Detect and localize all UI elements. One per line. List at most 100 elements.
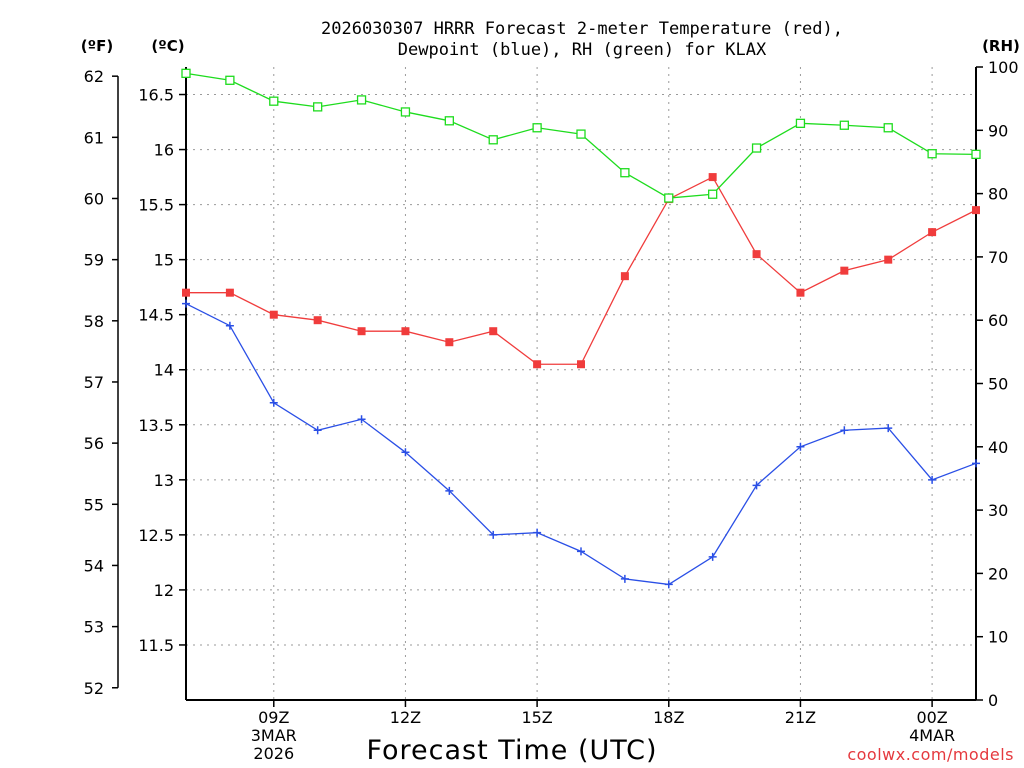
fahrenheit-tick-label: 58 — [84, 312, 104, 331]
rh-point — [269, 96, 279, 106]
axes-layer — [117, 67, 977, 701]
rh-tick-label: 90 — [988, 121, 1008, 140]
rh-tick-label: 60 — [988, 311, 1008, 330]
dewpoint-point — [182, 299, 190, 308]
temperature-point — [796, 288, 805, 297]
temperature-point — [752, 250, 761, 259]
celsius-tick-label: 13.5 — [138, 416, 174, 435]
celsius-tick-label: 14 — [154, 361, 174, 380]
celsius-tick-label: 11.5 — [138, 636, 174, 655]
x-axis-label: Forecast Time (UTC) — [366, 735, 657, 766]
rh-point — [532, 123, 542, 133]
rh-tick-label: 20 — [988, 564, 1008, 583]
x-tick-date: 4MAR — [909, 726, 955, 745]
dewpoint-point — [225, 321, 234, 330]
temperature-point — [533, 360, 542, 369]
rh-point — [576, 129, 586, 139]
dewpoint-point — [972, 459, 980, 468]
celsius-unit-label: (ºC) — [151, 37, 184, 55]
rh-point — [883, 123, 893, 133]
fahrenheit-tick-label: 54 — [84, 556, 104, 575]
rh-tick-label: 50 — [988, 375, 1008, 394]
rh-tick-label: 30 — [988, 501, 1008, 520]
x-tick-label: 21Z — [785, 708, 816, 727]
x-tick-label: 15Z — [521, 708, 552, 727]
x-tick-label: 09Z — [258, 708, 289, 727]
celsius-tick-label: 15.5 — [138, 196, 174, 215]
x-tick-year: 2026 — [253, 744, 294, 763]
celsius-tick-label: 12 — [154, 581, 174, 600]
temperature-point — [357, 327, 366, 336]
temperature-point — [577, 360, 585, 369]
x-tick-label: 00Z — [916, 708, 947, 727]
rh-point — [927, 149, 937, 159]
dewpoint-point — [796, 442, 805, 451]
dewpoint-point — [840, 426, 849, 435]
dewpoint-point — [445, 486, 454, 495]
x-tick-date: 3MAR — [251, 726, 297, 745]
fahrenheit-tick-label: 52 — [84, 679, 104, 698]
credit-text: coolwx.com/models — [847, 745, 1014, 764]
rh-tick-label: 70 — [988, 248, 1008, 267]
temperature-point — [884, 255, 893, 264]
dewpoint-point — [313, 426, 322, 435]
temperature-point — [620, 272, 629, 281]
dewpoint-point — [533, 528, 542, 537]
fahrenheit-tick-label: 53 — [84, 618, 104, 637]
rh-point — [839, 120, 849, 130]
rh-unit-label: (RH) — [982, 37, 1020, 55]
fahrenheit-unit-label: (ºF) — [81, 37, 113, 55]
dewpoint-point — [928, 475, 937, 484]
rh-tick-label: 100 — [988, 58, 1019, 77]
celsius-tick-label: 12.5 — [138, 526, 174, 545]
dewpoint-point — [401, 448, 410, 457]
rh-point — [225, 75, 235, 85]
celsius-tick-label: 14.5 — [138, 306, 174, 325]
temperature-point — [269, 310, 278, 319]
chart-subtitle: Dewpoint (blue), RH (green) for KLAX — [398, 40, 767, 60]
rh-point — [400, 107, 411, 117]
temperature-point — [840, 266, 849, 275]
ticks-layer: 52 53 54 55 56 57 58 59 60 61 62 11.5 12 12.5 13 13.5 14… — [84, 58, 1019, 763]
dewpoint-point — [269, 398, 278, 407]
dewpoint-point — [489, 530, 498, 539]
dewpoint-point — [664, 580, 673, 589]
rh-point — [356, 95, 367, 105]
rh-point — [795, 118, 806, 128]
dewpoint-point — [708, 552, 717, 561]
dewpoint-line — [185, 303, 977, 586]
temperature-point — [445, 338, 454, 347]
x-tick-label: 12Z — [390, 708, 421, 727]
temperature-point — [182, 288, 190, 297]
rh-point — [620, 168, 630, 178]
series-layer — [181, 68, 981, 589]
rh-point — [313, 102, 323, 112]
dewpoint-point — [752, 481, 761, 490]
celsius-tick-label: 16 — [154, 141, 174, 160]
dewpoint-point — [357, 415, 366, 424]
rh-point — [708, 189, 718, 199]
fahrenheit-tick-label: 57 — [84, 373, 104, 392]
dewpoint-point — [884, 424, 893, 433]
rh-point — [751, 143, 762, 153]
temperature-point — [313, 316, 322, 325]
rh-point — [971, 149, 981, 160]
x-tick-label: 18Z — [653, 708, 684, 727]
fahrenheit-tick-label: 60 — [84, 189, 104, 208]
fahrenheit-tick-label: 59 — [84, 251, 104, 270]
temperature-point — [401, 327, 410, 336]
rh-point — [444, 116, 454, 126]
chart-title: 2026030307 HRRR Forecast 2-meter Tempera… — [321, 19, 843, 39]
rh-point — [181, 68, 191, 78]
temperature-point — [489, 327, 498, 336]
temperature-line — [186, 176, 977, 365]
rh-point — [664, 193, 674, 203]
celsius-tick-label: 15 — [154, 251, 174, 270]
rh-tick-label: 80 — [988, 185, 1008, 204]
rh-tick-label: 40 — [988, 438, 1008, 457]
fahrenheit-tick-label: 61 — [84, 128, 104, 147]
dewpoint-point — [577, 547, 585, 556]
celsius-tick-label: 16.5 — [138, 86, 174, 105]
temperature-point — [225, 288, 234, 297]
